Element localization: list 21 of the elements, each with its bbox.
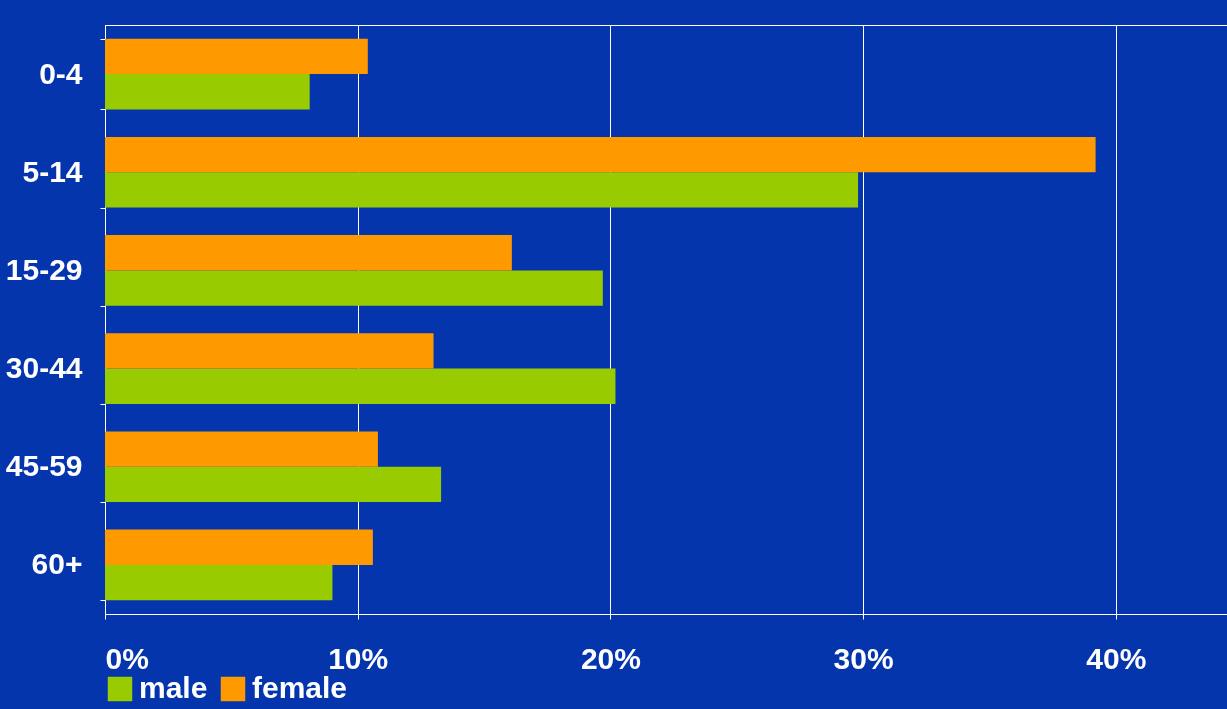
bar	[105, 136, 1096, 173]
bar	[105, 270, 603, 306]
y-tick-label: 0-4	[39, 56, 83, 90]
y-tick-label: 30-44	[5, 351, 83, 385]
bar	[105, 333, 434, 369]
bar	[105, 172, 859, 208]
bar	[105, 529, 373, 565]
x-tick-label: 40%	[1086, 641, 1147, 675]
x-tick-label: 20%	[580, 641, 641, 675]
bar	[105, 74, 310, 110]
bar	[105, 466, 442, 503]
y-tick-label: 60+	[31, 547, 83, 581]
y-tick-label: 15-29	[5, 252, 83, 286]
y-tick-label: 45-59	[5, 449, 83, 483]
bar	[105, 38, 368, 75]
bar	[105, 564, 333, 601]
bar	[105, 368, 616, 404]
x-tick-label: 30%	[833, 641, 894, 675]
bar	[105, 431, 378, 467]
y-tick-label: 5-14	[22, 154, 83, 188]
bar	[105, 235, 512, 271]
